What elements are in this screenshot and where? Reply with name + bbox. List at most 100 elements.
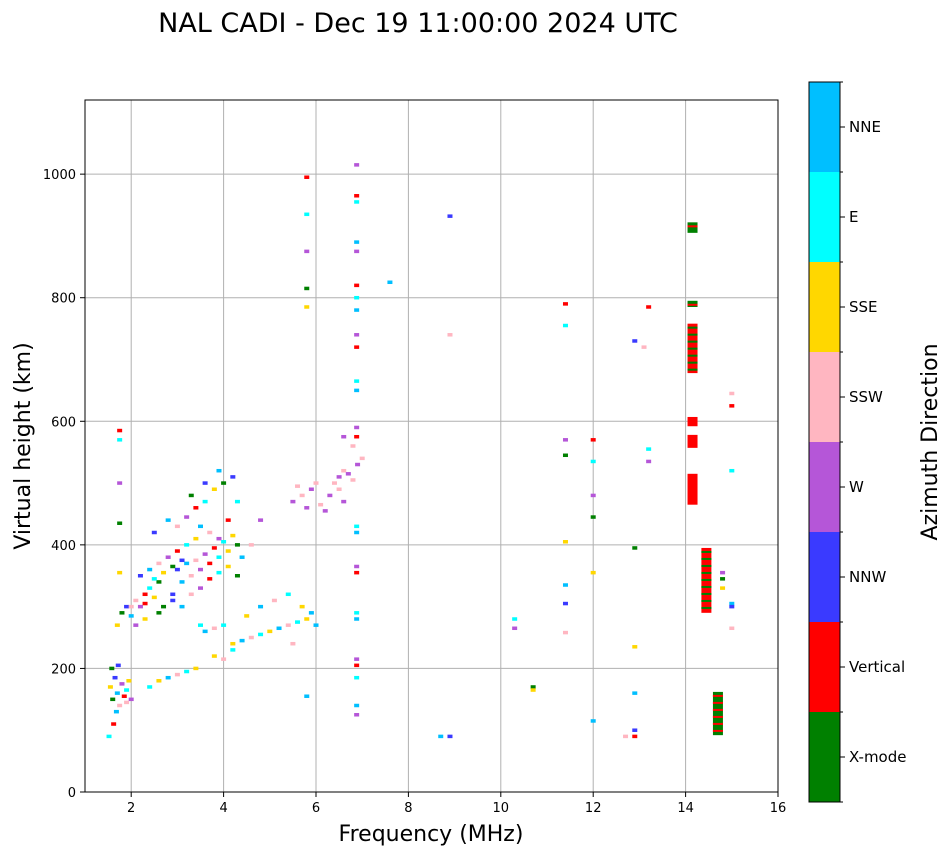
colorbar-segment	[809, 622, 840, 712]
echo-point	[124, 688, 130, 692]
echo-point	[267, 629, 273, 634]
echo-point	[304, 305, 310, 309]
echo-point	[156, 561, 162, 566]
echo-point	[354, 611, 360, 615]
x-tick-label: 16	[770, 801, 787, 816]
echo-point	[354, 617, 360, 621]
colorbar-tick-label: NNW	[849, 568, 886, 586]
echo-point	[225, 518, 231, 522]
echo-bar-stripe	[687, 333, 698, 336]
echo-point	[720, 577, 726, 581]
echo-point	[142, 592, 148, 597]
echo-point	[124, 604, 130, 609]
echo-point	[562, 601, 568, 606]
echo-point	[165, 518, 171, 522]
echo-point	[216, 570, 222, 575]
echo-point	[354, 388, 360, 393]
echo-point	[345, 472, 351, 476]
x-tick-label: 14	[677, 801, 694, 816]
plot-frame	[84, 99, 779, 793]
echo-point	[350, 444, 356, 448]
echo-point	[117, 703, 123, 708]
y-tick-label: 600	[51, 415, 76, 430]
x-tick-label: 2	[127, 801, 135, 816]
x-axis-label: Frequency (MHz)	[339, 822, 524, 847]
echo-point	[234, 543, 240, 547]
echo-point	[239, 638, 245, 643]
echo-point	[354, 200, 360, 204]
colorbar-segment	[809, 262, 840, 352]
echo-point	[562, 453, 568, 458]
x-tick-label: 6	[312, 801, 320, 816]
echo-point	[221, 657, 227, 661]
echo-point	[632, 546, 638, 550]
echo-point	[193, 536, 199, 541]
echo-point	[562, 438, 568, 442]
echo-point	[193, 666, 199, 671]
echo-bar	[712, 691, 723, 736]
echo-bar	[687, 434, 698, 448]
y-axis-ticks: 0 200 400 600 800 1000	[43, 168, 85, 801]
echo-bar	[687, 473, 698, 505]
echo-point	[322, 509, 328, 513]
y-tick-label: 800	[51, 292, 76, 307]
echo-point	[530, 685, 536, 689]
echo-point	[447, 333, 453, 337]
echo-points	[106, 163, 735, 739]
echo-point	[341, 468, 347, 473]
echo-point	[184, 669, 190, 674]
echo-point	[299, 493, 305, 498]
echo-point	[313, 481, 319, 485]
x-tick-label: 4	[219, 801, 227, 816]
echo-point	[202, 552, 208, 556]
echo-bar-stripe	[712, 715, 723, 718]
echo-point	[221, 623, 227, 627]
echo-point	[142, 601, 148, 606]
echo-point	[646, 447, 652, 451]
echo-point	[562, 583, 568, 587]
echo-point	[354, 570, 360, 575]
echo-bars	[687, 222, 723, 736]
echo-bar-stripe	[701, 599, 712, 602]
echo-point	[336, 487, 342, 491]
echo-point	[354, 249, 360, 254]
echo-point	[128, 614, 134, 618]
colorbar-tick-label: X-mode	[849, 748, 906, 766]
echo-point	[170, 564, 176, 569]
echo-point	[142, 617, 148, 621]
echo-point	[354, 657, 360, 661]
echo-bar-stripe	[701, 606, 712, 609]
echo-point	[128, 697, 134, 702]
echo-point	[308, 611, 314, 615]
echo-bar-stripe	[701, 578, 712, 581]
chart-title: NAL CADI - Dec 19 11:00:00 2024 UTC	[158, 8, 678, 39]
echo-point	[354, 530, 360, 535]
echo-point	[225, 564, 231, 569]
echo-point	[562, 540, 568, 544]
echo-point	[285, 623, 291, 627]
echo-point	[248, 543, 254, 547]
echo-bar-stripe	[712, 722, 723, 725]
echo-point	[234, 574, 240, 578]
colorbar-frame	[808, 81, 841, 803]
echo-point	[121, 694, 127, 698]
echo-point	[336, 475, 342, 479]
echo-point	[271, 598, 277, 603]
echo-point	[202, 481, 208, 485]
echo-point	[355, 462, 361, 467]
echo-bar-stripe	[687, 368, 698, 371]
echo-point	[188, 493, 194, 498]
colorbar-tick-label: Vertical	[849, 658, 905, 676]
echo-point	[258, 632, 264, 637]
echo-point	[285, 592, 291, 597]
echo-point	[117, 570, 123, 575]
echo-point	[230, 533, 236, 538]
echo-point	[304, 694, 310, 698]
echo-point	[304, 212, 310, 217]
echo-bar-stripe	[701, 550, 712, 553]
echo-point	[211, 487, 217, 491]
echo-point	[211, 546, 217, 550]
echo-point	[632, 691, 638, 695]
echo-bar-stripe	[687, 225, 698, 228]
x-tick-label: 12	[585, 801, 602, 816]
